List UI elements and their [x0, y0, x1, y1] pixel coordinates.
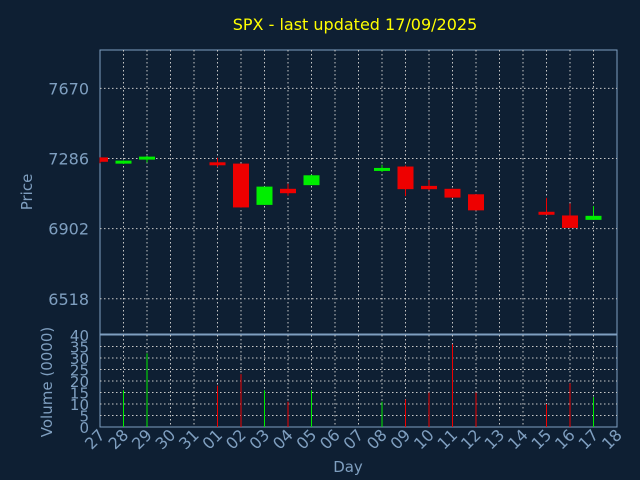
- candle-body: [256, 186, 273, 205]
- candle-body: [444, 188, 461, 198]
- candle-body: [562, 215, 578, 228]
- x-axis-label: Day: [333, 458, 363, 476]
- volume-tick-label: 30: [70, 350, 89, 368]
- price-tick-label: 7286: [48, 149, 89, 168]
- candle-body: [468, 194, 484, 211]
- price-tick-label: 6902: [48, 220, 89, 239]
- candle-body: [100, 157, 108, 162]
- candle-body: [280, 188, 296, 194]
- candle-body: [538, 211, 555, 215]
- x-axis: 2728293031010203040506070809101112131415…: [81, 425, 626, 453]
- volume-panel-frame: [99, 334, 618, 428]
- candle-body: [209, 162, 226, 166]
- price-tick-label: 7670: [48, 79, 89, 98]
- volume-tick-label: 0: [79, 419, 89, 437]
- candle-body: [303, 175, 320, 186]
- volume-tick-label: 20: [70, 373, 89, 391]
- volume-tick-label: 40: [70, 327, 89, 345]
- volume-tick-label: 15: [70, 385, 89, 403]
- volume-axis-label: Volume (0000): [38, 327, 56, 437]
- price-tick-label: 6518: [48, 290, 89, 309]
- volume-tick-label: 5: [79, 408, 89, 426]
- price-axis-label: Price: [18, 174, 36, 211]
- candle-body: [115, 160, 132, 164]
- candle-body: [585, 215, 602, 220]
- chart-title: SPX - last updated 17/09/2025: [233, 15, 478, 34]
- candle-body: [374, 167, 390, 171]
- volume-tick-label: 25: [70, 362, 89, 380]
- candle-body: [233, 163, 249, 208]
- price-panel: 6518 6902 7286 7670: [48, 49, 618, 335]
- volume-tick-label: 35: [70, 339, 89, 357]
- volume-tick-label: 10: [70, 396, 89, 414]
- x-tick-label: 18: [598, 425, 626, 453]
- candle-body: [139, 156, 155, 160]
- candle-body: [421, 185, 437, 190]
- candle-body: [397, 166, 414, 190]
